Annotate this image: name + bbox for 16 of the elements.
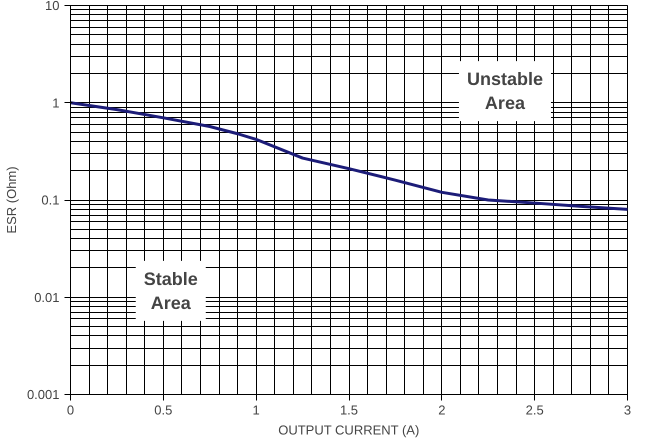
x-tick-label: 3: [624, 402, 632, 418]
x-tick-label: 2.5: [526, 402, 544, 418]
x-tick-label: 0.5: [154, 402, 172, 418]
y-axis-title: ESR (Ohm): [4, 166, 19, 234]
annotation: Stable Area: [144, 268, 198, 313]
y-tick-label: 0.001: [26, 387, 60, 402]
x-tick-label: 1.5: [340, 402, 358, 418]
x-tick-label: 1: [252, 402, 260, 418]
y-tick-label: 0.1: [41, 192, 60, 208]
x-tick-label: 2: [438, 402, 446, 418]
x-axis-title: OUTPUT CURRENT (A): [278, 422, 420, 438]
y-tick-label: 10: [45, 0, 60, 13]
y-tick-label: 1: [52, 95, 60, 110]
annotation: Unstable Area: [466, 69, 543, 114]
x-tick-label: 0: [66, 402, 74, 418]
y-tick-label: 0.01: [34, 290, 60, 305]
